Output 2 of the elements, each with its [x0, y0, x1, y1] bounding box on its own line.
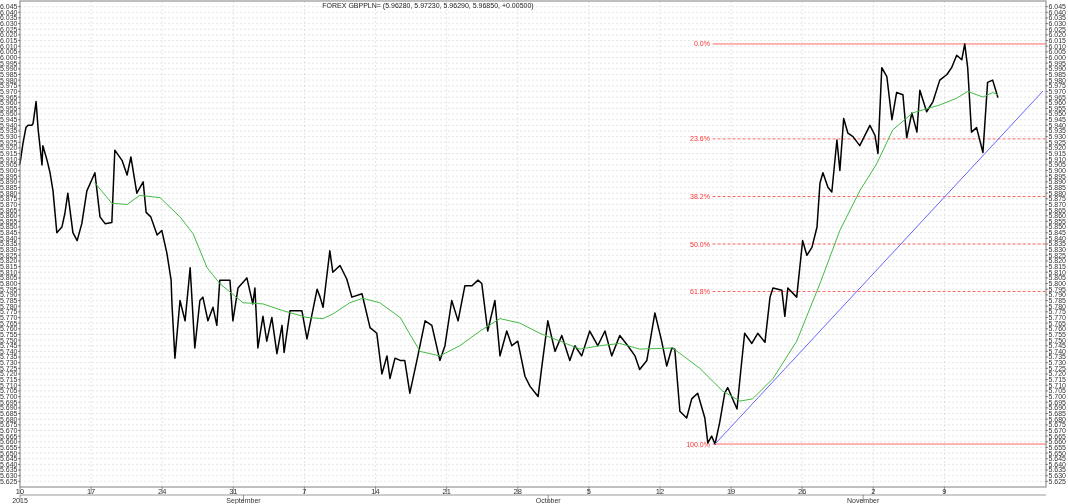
line-series	[19, 43, 999, 445]
line-series	[94, 90, 999, 402]
